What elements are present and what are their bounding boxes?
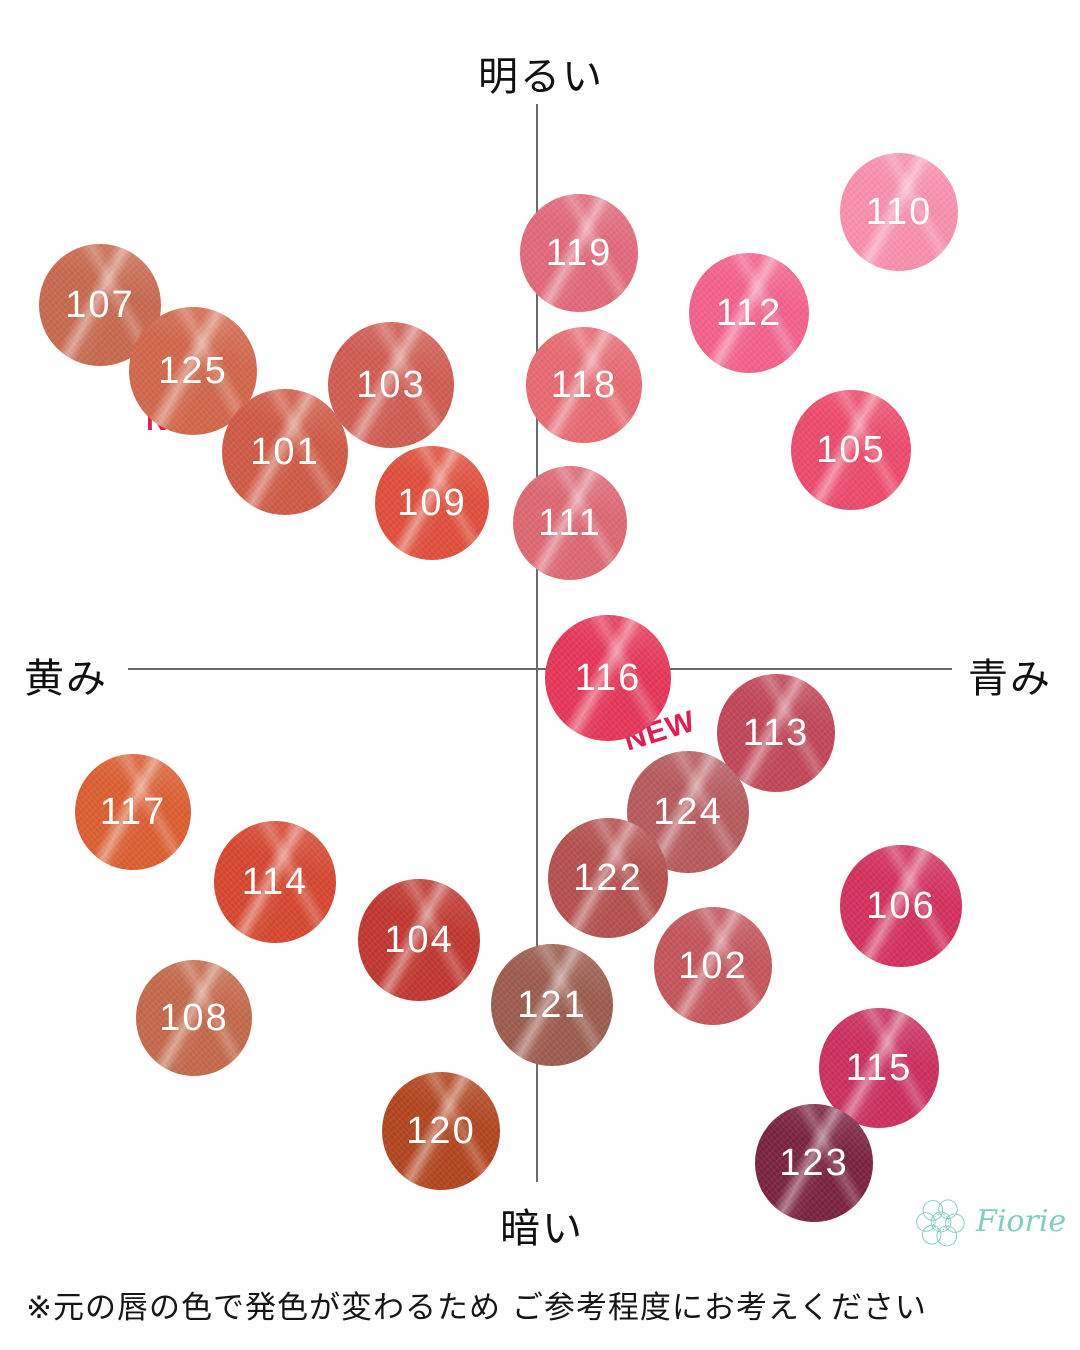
color-swatch-117[interactable]: 117 — [75, 754, 191, 870]
swatch-number: 107 — [65, 283, 135, 326]
swatch-number: 113 — [742, 711, 810, 754]
color-swatch-111[interactable]: 111 — [513, 466, 627, 580]
color-swatch-118[interactable]: 118 — [526, 327, 642, 443]
color-swatch-123[interactable]: 123 — [755, 1104, 873, 1222]
brand-logo: Fiorie — [912, 1182, 1072, 1262]
swatch-number: 108 — [159, 996, 229, 1039]
camellia-flower-icon — [912, 1193, 970, 1251]
swatch-number: 104 — [384, 918, 454, 961]
swatch-number: 105 — [816, 428, 886, 471]
swatch-number: 114 — [241, 860, 309, 903]
swatch-number: 102 — [678, 944, 748, 987]
axis-label-top: 明るい — [478, 54, 604, 100]
swatch-number: 112 — [715, 291, 783, 334]
swatch-number: 117 — [99, 790, 167, 833]
swatch-number: 109 — [397, 481, 467, 524]
axis-label-left: 黄み — [24, 656, 108, 702]
color-swatch-109[interactable]: 109 — [375, 446, 489, 560]
swatch-number: 120 — [406, 1109, 476, 1152]
swatch-number: 111 — [538, 501, 602, 544]
swatch-number: 118 — [550, 363, 618, 406]
color-swatch-110[interactable]: 110 — [840, 153, 958, 271]
color-swatch-105[interactable]: 105 — [791, 390, 911, 510]
axis-label-bottom: 暗い — [500, 1206, 584, 1252]
swatch-number: 123 — [779, 1141, 849, 1184]
color-swatch-102[interactable]: 102 — [654, 907, 772, 1025]
swatch-number: 121 — [517, 983, 587, 1026]
color-swatch-103[interactable]: 103 — [328, 322, 454, 448]
horizontal-axis — [128, 668, 952, 670]
color-swatch-116[interactable]: 116 — [545, 615, 671, 741]
color-swatch-106[interactable]: 106 — [840, 845, 962, 967]
swatch-number: 103 — [356, 363, 426, 406]
swatch-number: 119 — [545, 231, 613, 274]
color-swatch-101[interactable]: 101 — [222, 389, 348, 515]
color-swatch-121[interactable]: 121 — [491, 944, 613, 1066]
swatch-number: 106 — [866, 884, 936, 927]
vertical-axis — [536, 104, 538, 1182]
color-swatch-114[interactable]: 114 — [214, 821, 336, 943]
swatch-number: 116 — [574, 656, 642, 699]
axis-label-right: 青み — [968, 656, 1052, 702]
swatch-number: 115 — [845, 1046, 913, 1089]
swatch-number: 125 — [158, 349, 228, 392]
swatch-number: 124 — [653, 790, 723, 833]
color-swatch-122[interactable]: 122 — [548, 818, 668, 938]
swatch-number: 101 — [250, 430, 320, 473]
brand-wordmark: Fiorie — [976, 1204, 1067, 1239]
color-swatch-104[interactable]: 104 — [358, 879, 480, 1001]
color-swatch-108[interactable]: 108 — [136, 960, 252, 1076]
color-swatch-120[interactable]: 120 — [382, 1072, 500, 1190]
footnote-text: ※元の唇の色で発色が変わるため ご参考程度にお考えください — [26, 1290, 927, 1326]
color-swatch-112[interactable]: 112 — [689, 253, 809, 373]
swatch-number: 122 — [573, 856, 643, 899]
color-swatch-119[interactable]: 119 — [520, 194, 638, 312]
swatch-number: 110 — [865, 190, 933, 233]
